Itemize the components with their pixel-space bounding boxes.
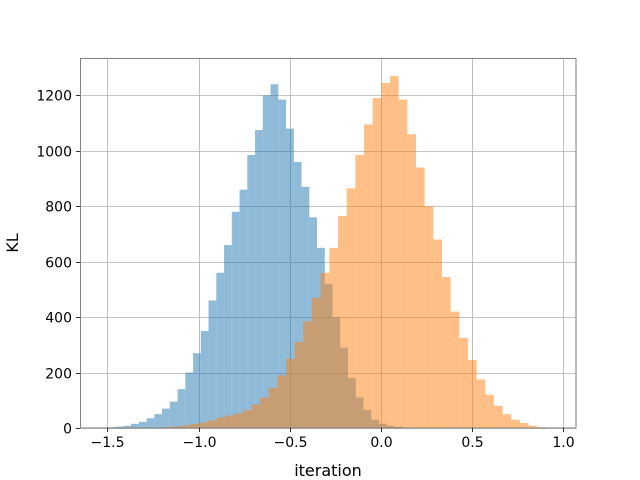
y-tick-label: 1200 bbox=[36, 89, 72, 105]
histogram-bar bbox=[415, 167, 425, 429]
histogram-bar bbox=[270, 84, 279, 428]
histogram-bar bbox=[364, 124, 373, 429]
histogram-bar bbox=[433, 239, 442, 428]
histogram-bar bbox=[247, 155, 256, 428]
histogram-bar bbox=[424, 206, 434, 428]
histogram-bar bbox=[441, 276, 451, 428]
y-axis-label: KL bbox=[3, 233, 22, 252]
y-tick-label: 600 bbox=[45, 256, 72, 272]
histogram-bars bbox=[100, 76, 546, 429]
y-tick-label: 800 bbox=[45, 200, 72, 216]
x-tick-label: 0.5 bbox=[461, 435, 483, 451]
histogram-bar bbox=[390, 76, 399, 428]
histogram-bar bbox=[185, 372, 194, 428]
histogram-bar bbox=[268, 387, 278, 428]
histogram-bar bbox=[320, 272, 330, 428]
histogram-bar bbox=[459, 337, 468, 428]
histogram-bar bbox=[138, 421, 147, 428]
histogram-bar bbox=[355, 155, 365, 428]
histogram-bar bbox=[450, 311, 460, 428]
histogram-bar bbox=[225, 415, 235, 428]
histogram-bar bbox=[398, 99, 408, 428]
histogram-bar bbox=[239, 189, 248, 428]
histogram-bar bbox=[169, 401, 178, 428]
histogram-bar bbox=[154, 414, 163, 428]
histogram-bar bbox=[493, 405, 503, 428]
histogram-bar bbox=[208, 300, 217, 428]
y-tick-label: 200 bbox=[45, 367, 72, 383]
histogram-bar bbox=[528, 425, 538, 428]
histogram-bar bbox=[234, 413, 243, 428]
x-tick-label: −1.5 bbox=[91, 435, 125, 451]
histogram-bar bbox=[303, 321, 313, 428]
histogram-bar bbox=[131, 423, 139, 428]
histogram-bar bbox=[177, 389, 186, 428]
histogram-bar bbox=[346, 188, 356, 428]
x-tick-label: 1.0 bbox=[552, 435, 574, 451]
y-tick-label: 0 bbox=[63, 422, 72, 438]
histogram-bar bbox=[301, 186, 310, 428]
histogram-bar bbox=[123, 425, 132, 428]
y-tick-label: 1000 bbox=[36, 145, 72, 161]
series-2-bars bbox=[147, 76, 546, 429]
histogram-bar bbox=[216, 417, 226, 428]
histogram-bar bbox=[199, 422, 209, 428]
axis-ticks: −1.5 −1.0 −0.5 0.0 0.5 1.0 0 200 400 600 800 1000 12… bbox=[36, 89, 574, 452]
x-tick-label: −0.5 bbox=[274, 435, 308, 451]
histogram-bar bbox=[312, 297, 321, 428]
histogram-bar bbox=[381, 82, 390, 428]
histogram-bar bbox=[286, 358, 295, 428]
histogram-bar bbox=[519, 423, 529, 428]
histogram-bar bbox=[173, 426, 183, 428]
histogram-bar bbox=[476, 379, 486, 428]
histogram-bar bbox=[294, 342, 304, 428]
y-tick-label: 400 bbox=[45, 311, 72, 327]
histogram-bar bbox=[200, 331, 209, 428]
histogram-bar bbox=[485, 394, 494, 428]
histogram-bar bbox=[467, 360, 477, 428]
histogram-bar bbox=[511, 419, 520, 428]
plot-frame bbox=[80, 58, 577, 429]
histogram-bar bbox=[407, 134, 416, 428]
histogram-bar bbox=[502, 414, 512, 428]
histogram-bar bbox=[164, 426, 174, 428]
histogram-bar bbox=[251, 404, 261, 428]
histogram-bar bbox=[277, 375, 287, 428]
histogram-bar bbox=[224, 245, 232, 428]
histogram-bar bbox=[329, 247, 339, 428]
histogram-bar bbox=[208, 420, 217, 428]
histogram-bar bbox=[193, 353, 201, 428]
histogram-bar bbox=[146, 418, 155, 428]
histogram-bar bbox=[255, 130, 263, 428]
histogram-bar bbox=[182, 425, 191, 428]
histogram-bar bbox=[286, 128, 294, 429]
x-axis-label: iteration bbox=[294, 461, 362, 480]
histogram-bar bbox=[190, 423, 200, 428]
histogram-bar bbox=[260, 397, 269, 428]
x-tick-label: −1.0 bbox=[183, 435, 217, 451]
histogram-bar bbox=[338, 215, 347, 428]
histogram-bar bbox=[162, 408, 170, 428]
histogram-bar bbox=[242, 409, 252, 428]
histogram-bar bbox=[115, 426, 124, 428]
histogram-bar bbox=[216, 272, 225, 428]
histogram-bar bbox=[372, 98, 382, 428]
histogram-bar bbox=[293, 161, 302, 428]
histogram-bar bbox=[278, 99, 287, 428]
histogram-bar bbox=[262, 95, 271, 429]
x-tick-label: 0.0 bbox=[370, 435, 392, 451]
histogram-bar bbox=[231, 211, 240, 428]
